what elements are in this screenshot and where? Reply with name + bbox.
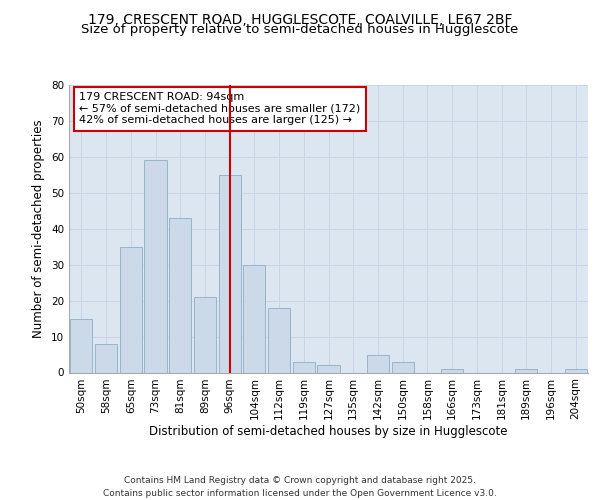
Bar [441,369,463,372]
Bar [515,369,538,372]
Bar [367,354,389,372]
Y-axis label: Number of semi-detached properties: Number of semi-detached properties [32,120,46,338]
Bar [268,308,290,372]
Bar [145,160,167,372]
X-axis label: Distribution of semi-detached houses by size in Hugglescote: Distribution of semi-detached houses by … [149,425,508,438]
Text: Size of property relative to semi-detached houses in Hugglescote: Size of property relative to semi-detach… [82,24,518,36]
Bar [317,366,340,372]
Bar [293,362,315,372]
Bar [169,218,191,372]
Bar [218,175,241,372]
Bar [392,362,414,372]
Bar [119,246,142,372]
Bar [243,264,265,372]
Bar [70,318,92,372]
Bar [194,297,216,372]
Bar [95,344,117,372]
Text: 179, CRESCENT ROAD, HUGGLESCOTE, COALVILLE, LE67 2BF: 179, CRESCENT ROAD, HUGGLESCOTE, COALVIL… [88,12,512,26]
Text: Contains HM Land Registry data © Crown copyright and database right 2025.
Contai: Contains HM Land Registry data © Crown c… [103,476,497,498]
Text: 179 CRESCENT ROAD: 94sqm
← 57% of semi-detached houses are smaller (172)
42% of : 179 CRESCENT ROAD: 94sqm ← 57% of semi-d… [79,92,361,126]
Bar [565,369,587,372]
